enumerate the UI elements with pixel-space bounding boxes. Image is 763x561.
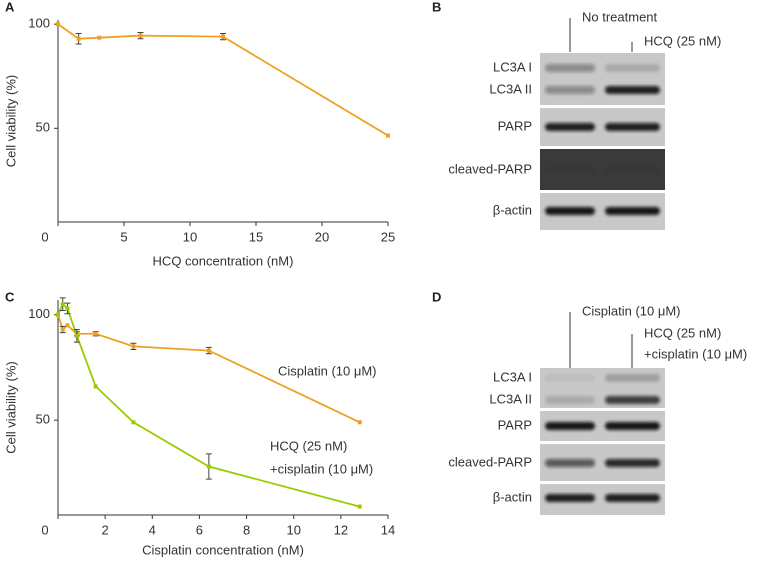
panel-label: D bbox=[432, 289, 441, 304]
blot-box bbox=[540, 53, 665, 105]
blot-band bbox=[605, 207, 660, 215]
x-tick-label: 6 bbox=[196, 522, 203, 537]
blot-band bbox=[605, 64, 660, 72]
column-label: No treatment bbox=[582, 9, 658, 24]
column-label: +cisplatin (10 μM) bbox=[644, 346, 747, 361]
data-point bbox=[357, 504, 362, 509]
x-tick-label: 5 bbox=[120, 229, 127, 244]
series-label: +cisplatin (10 μM) bbox=[270, 461, 373, 476]
data-point bbox=[206, 464, 211, 469]
blot-band bbox=[605, 459, 660, 467]
data-point bbox=[386, 133, 390, 138]
column-label: Cisplatin (10 μM) bbox=[582, 303, 681, 318]
x-tick-label: 20 bbox=[315, 229, 329, 244]
data-line bbox=[57, 23, 389, 137]
y-tick-label: 100 bbox=[28, 16, 50, 31]
row-label: LC3A II bbox=[489, 81, 532, 96]
row-label: β-actin bbox=[493, 489, 532, 504]
data-point bbox=[56, 312, 60, 317]
row-label: cleaved-PARP bbox=[448, 161, 532, 176]
column-label: HCQ (25 nM) bbox=[644, 325, 721, 340]
data-point bbox=[97, 35, 102, 40]
panel-label: A bbox=[5, 0, 15, 14]
data-point bbox=[60, 327, 65, 332]
data-point bbox=[76, 36, 81, 41]
blot-band bbox=[605, 123, 660, 131]
blot-band bbox=[545, 422, 595, 430]
blot-band bbox=[545, 396, 595, 404]
blot-band bbox=[605, 494, 660, 502]
blot-band bbox=[605, 422, 660, 430]
y-axis-label: Cell viability (%) bbox=[3, 361, 18, 453]
panel-label: C bbox=[5, 289, 15, 304]
data-point bbox=[221, 34, 225, 39]
blot-band bbox=[545, 123, 595, 131]
blot-band bbox=[545, 374, 595, 382]
x-axis-label: HCQ concentration (nM) bbox=[153, 253, 294, 268]
data-point bbox=[56, 22, 60, 27]
blot-band bbox=[545, 459, 595, 467]
blot-band bbox=[545, 86, 595, 94]
blot-band bbox=[545, 166, 595, 174]
data-point bbox=[93, 331, 98, 336]
data-point bbox=[206, 348, 211, 353]
blot-band bbox=[545, 64, 595, 72]
row-label: PARP bbox=[498, 417, 532, 432]
data-point bbox=[131, 344, 136, 349]
row-label: cleaved-PARP bbox=[448, 454, 532, 469]
x-tick-label: 0 bbox=[41, 522, 48, 537]
y-tick-label: 50 bbox=[36, 120, 50, 135]
x-tick-label: 15 bbox=[249, 229, 263, 244]
data-point bbox=[357, 420, 362, 425]
blot-band bbox=[545, 207, 595, 215]
blot-band bbox=[605, 396, 660, 404]
x-tick-label: 4 bbox=[149, 522, 156, 537]
blot-band bbox=[605, 166, 660, 174]
series-label: Cisplatin (10 μM) bbox=[278, 363, 377, 378]
blot-band bbox=[605, 86, 660, 94]
data-point bbox=[93, 384, 98, 389]
x-tick-label: 2 bbox=[102, 522, 109, 537]
data-point bbox=[65, 306, 70, 311]
data-point bbox=[60, 302, 65, 307]
x-tick-label: 14 bbox=[381, 522, 395, 537]
x-tick-label: 0 bbox=[41, 229, 48, 244]
x-tick-label: 8 bbox=[243, 522, 250, 537]
column-label: HCQ (25 nM) bbox=[644, 33, 721, 48]
row-label: PARP bbox=[498, 118, 532, 133]
row-label: LC3A I bbox=[493, 369, 532, 384]
data-point bbox=[74, 333, 79, 338]
panel-label: B bbox=[432, 0, 441, 14]
x-tick-label: 25 bbox=[381, 229, 395, 244]
row-label: β-actin bbox=[493, 202, 532, 217]
row-label: LC3A II bbox=[489, 391, 532, 406]
x-tick-label: 12 bbox=[334, 522, 348, 537]
x-tick-label: 10 bbox=[286, 522, 300, 537]
y-tick-label: 100 bbox=[28, 306, 50, 321]
y-tick-label: 50 bbox=[36, 412, 50, 427]
x-axis-label: Cisplatin concentration (nM) bbox=[142, 542, 304, 557]
series-label: HCQ (25 nM) bbox=[270, 438, 347, 453]
data-point bbox=[131, 420, 136, 425]
y-axis-label: Cell viability (%) bbox=[3, 75, 18, 167]
blot-band bbox=[545, 494, 595, 502]
blot-band bbox=[605, 374, 660, 382]
row-label: LC3A I bbox=[493, 59, 532, 74]
data-point bbox=[138, 33, 143, 38]
data-point bbox=[65, 323, 70, 328]
x-tick-label: 10 bbox=[183, 229, 197, 244]
